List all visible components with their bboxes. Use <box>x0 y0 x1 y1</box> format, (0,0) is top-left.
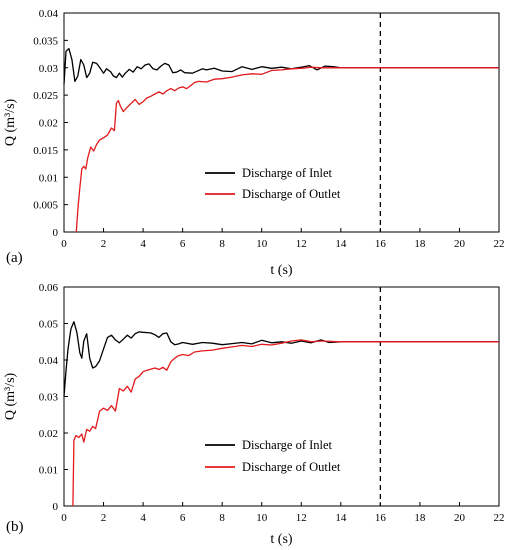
x-tick-label: 18 <box>414 512 426 524</box>
y-tick-label: 0.06 <box>39 282 59 294</box>
y-tick-label: 0.02 <box>39 428 58 440</box>
legend-label-outlet: Discharge of Outlet <box>242 187 341 201</box>
y-tick-label: 0.035 <box>33 35 58 47</box>
x-tick-label: 10 <box>256 512 268 524</box>
x-tick-label: 8 <box>219 512 225 524</box>
x-tick-label: 22 <box>494 512 505 524</box>
x-tick-label: 4 <box>140 512 146 524</box>
y-tick-label: 0.015 <box>33 145 58 157</box>
x-tick-label: 6 <box>180 512 186 524</box>
series-line-inlet <box>63 321 499 397</box>
legend-label-inlet: Discharge of Inlet <box>242 166 333 180</box>
x-tick-label: 12 <box>296 512 307 524</box>
y-tick-label: 0.01 <box>39 465 58 477</box>
x-tick-label: 6 <box>180 238 186 250</box>
x-tick-label: 14 <box>335 512 347 524</box>
panel-label-bottom: (b) <box>6 519 24 535</box>
legend-label-inlet: Discharge of Inlet <box>242 438 333 452</box>
y-tick-label: 0.03 <box>39 392 59 404</box>
x-tick-label: 12 <box>296 238 307 250</box>
x-tick-label: 16 <box>375 238 387 250</box>
x-tick-label: 20 <box>454 512 466 524</box>
x-tick-label: 4 <box>140 238 146 250</box>
y-tick-label: 0.025 <box>33 90 58 102</box>
x-tick-label: 8 <box>219 238 225 250</box>
legend-label-outlet: Discharge of Outlet <box>242 460 341 474</box>
y-axis-label: Q (m³/s) <box>3 372 18 420</box>
x-tick-label: 18 <box>414 238 426 250</box>
y-tick-label: 0.03 <box>39 63 59 75</box>
series-line-outlet <box>72 339 499 507</box>
panel-label-top: (a) <box>6 250 23 266</box>
x-tick-label: 20 <box>454 238 466 250</box>
y-tick-label: 0.005 <box>33 200 58 212</box>
x-tick-label: 2 <box>101 238 107 250</box>
x-axis-label: t (s) <box>270 263 293 278</box>
y-tick-label: 0 <box>53 501 59 513</box>
x-axis-label: t (s) <box>270 532 293 547</box>
x-tick-label: 0 <box>61 238 67 250</box>
series-line-inlet <box>63 47 499 85</box>
x-tick-label: 22 <box>494 238 505 250</box>
series-line-outlet <box>75 66 499 233</box>
y-axis-label: Q (m³/s) <box>3 98 18 146</box>
x-tick-label: 14 <box>335 238 347 250</box>
y-tick-label: 0 <box>53 227 59 239</box>
x-tick-label: 16 <box>375 512 387 524</box>
x-tick-label: 10 <box>256 238 268 250</box>
y-tick-label: 0.04 <box>39 8 59 20</box>
y-tick-label: 0.02 <box>39 118 58 130</box>
x-tick-label: 2 <box>101 512 107 524</box>
y-tick-label: 0.01 <box>39 172 58 184</box>
y-tick-label: 0.05 <box>39 319 59 331</box>
y-tick-label: 0.04 <box>39 355 59 367</box>
x-tick-label: 0 <box>61 512 67 524</box>
